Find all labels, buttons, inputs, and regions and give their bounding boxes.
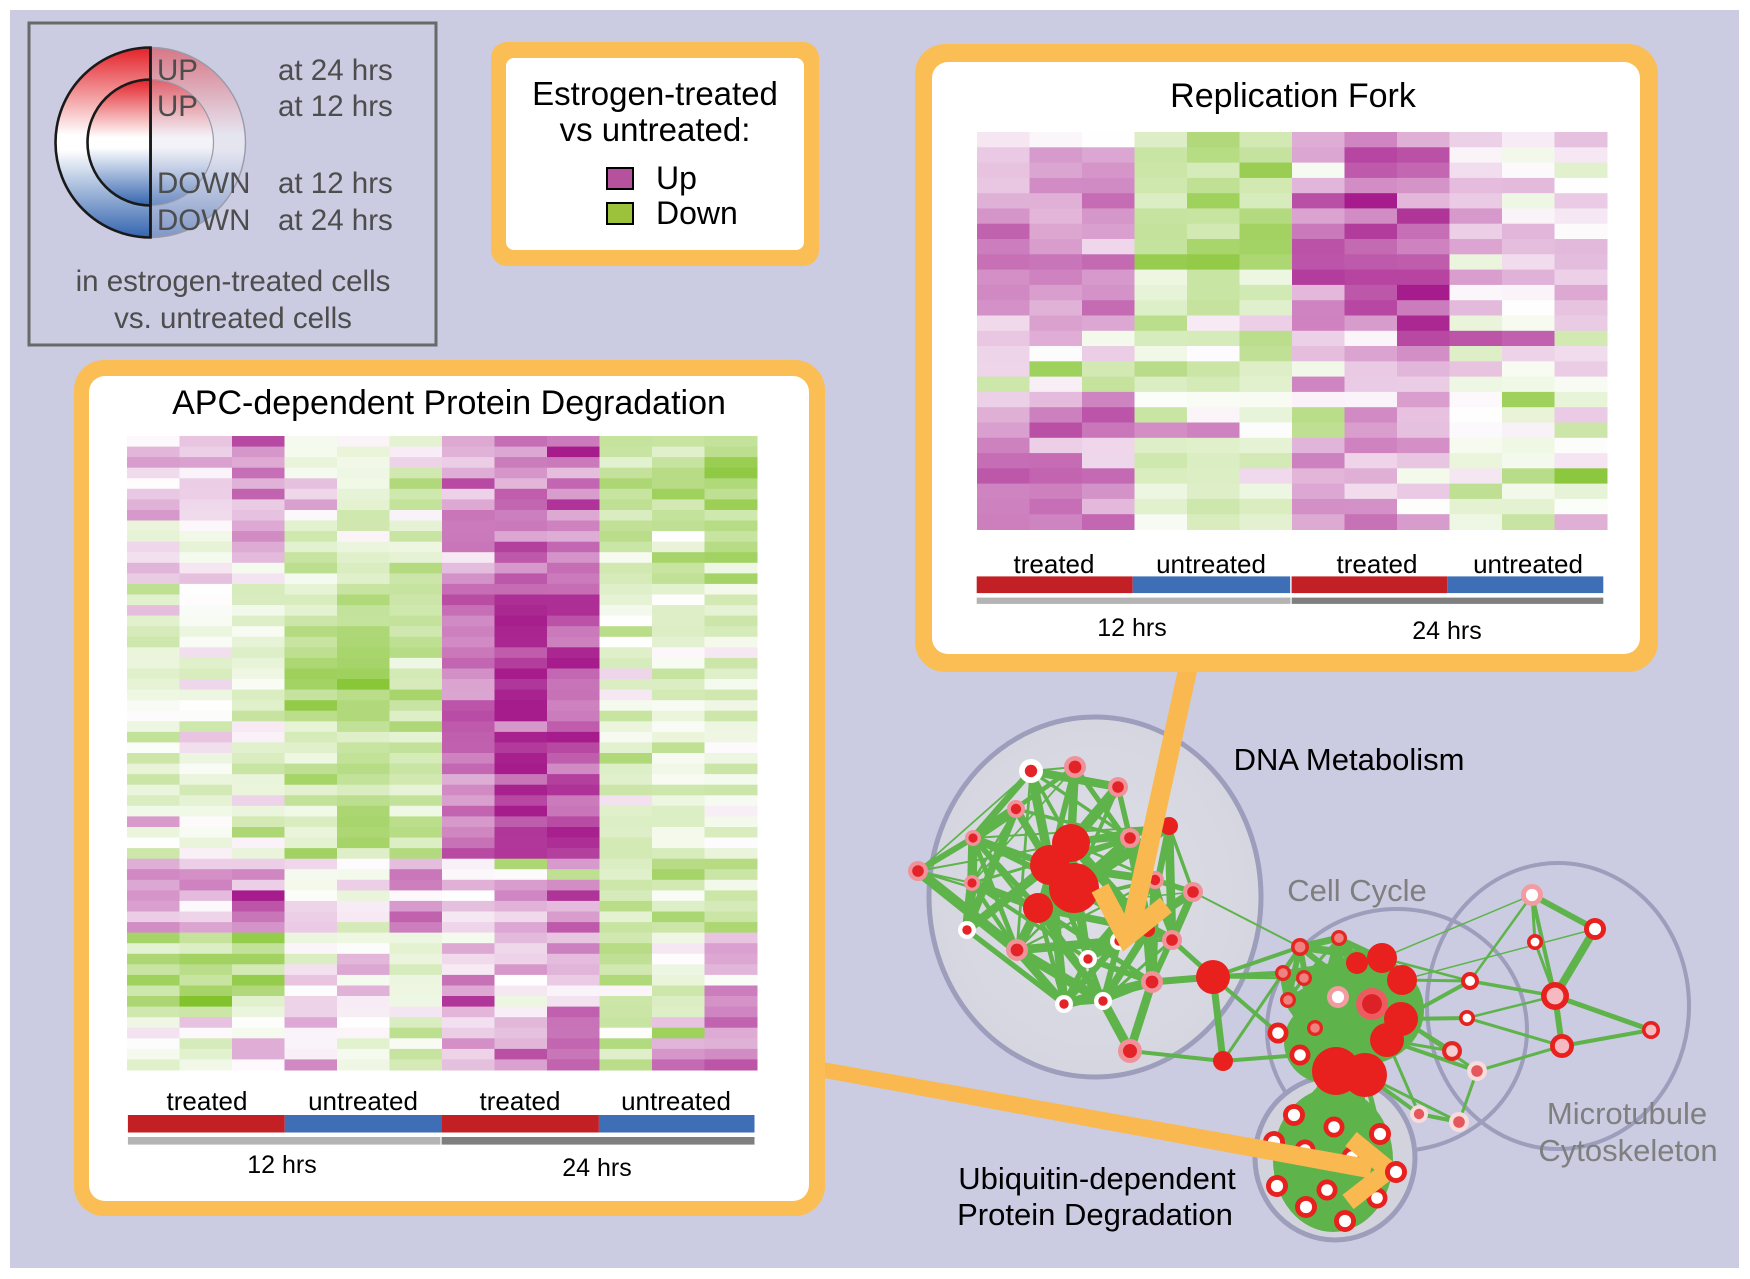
svg-text:at 12 hrs: at 12 hrs xyxy=(278,90,393,123)
svg-text:treated: treated xyxy=(1014,549,1095,579)
svg-text:Microtubule: Microtubule xyxy=(1547,1096,1707,1131)
svg-text:Replication Fork: Replication Fork xyxy=(1170,77,1417,115)
svg-text:12 hrs: 12 hrs xyxy=(247,1151,316,1179)
svg-text:Protein Degradation: Protein Degradation xyxy=(957,1197,1233,1232)
svg-text:24 hrs: 24 hrs xyxy=(562,1154,631,1182)
svg-text:UP: UP xyxy=(157,90,198,123)
svg-text:DNA Metabolism: DNA Metabolism xyxy=(1234,742,1465,777)
svg-text:at 12 hrs: at 12 hrs xyxy=(278,167,393,200)
svg-text:untreated: untreated xyxy=(1473,549,1583,579)
svg-text:untreated: untreated xyxy=(621,1086,731,1116)
svg-text:vs. untreated cells: vs. untreated cells xyxy=(114,302,352,335)
svg-text:untreated: untreated xyxy=(308,1086,418,1116)
svg-text:Up: Up xyxy=(656,160,697,196)
svg-text:Down: Down xyxy=(656,195,738,231)
svg-text:vs untreated:: vs untreated: xyxy=(560,111,751,148)
svg-text:Ubiquitin-dependent: Ubiquitin-dependent xyxy=(958,1161,1236,1196)
svg-text:Estrogen-treated: Estrogen-treated xyxy=(532,75,778,112)
svg-text:UP: UP xyxy=(157,54,198,87)
svg-text:12 hrs: 12 hrs xyxy=(1097,614,1166,642)
svg-text:untreated: untreated xyxy=(1156,549,1266,579)
svg-text:treated: treated xyxy=(167,1086,248,1116)
svg-text:Cell Cycle: Cell Cycle xyxy=(1287,873,1427,908)
svg-text:DOWN: DOWN xyxy=(157,204,250,237)
svg-text:treated: treated xyxy=(1337,549,1418,579)
svg-text:DOWN: DOWN xyxy=(157,167,250,200)
svg-text:at 24 hrs: at 24 hrs xyxy=(278,54,393,87)
svg-text:24 hrs: 24 hrs xyxy=(1412,617,1481,645)
svg-text:Cytoskeleton: Cytoskeleton xyxy=(1538,1133,1717,1168)
svg-text:APC-dependent Protein Degradat: APC-dependent Protein Degradation xyxy=(172,384,726,422)
svg-text:in estrogen-treated cells: in estrogen-treated cells xyxy=(76,265,391,298)
svg-text:at 24 hrs: at 24 hrs xyxy=(278,204,393,237)
svg-text:treated: treated xyxy=(480,1086,561,1116)
